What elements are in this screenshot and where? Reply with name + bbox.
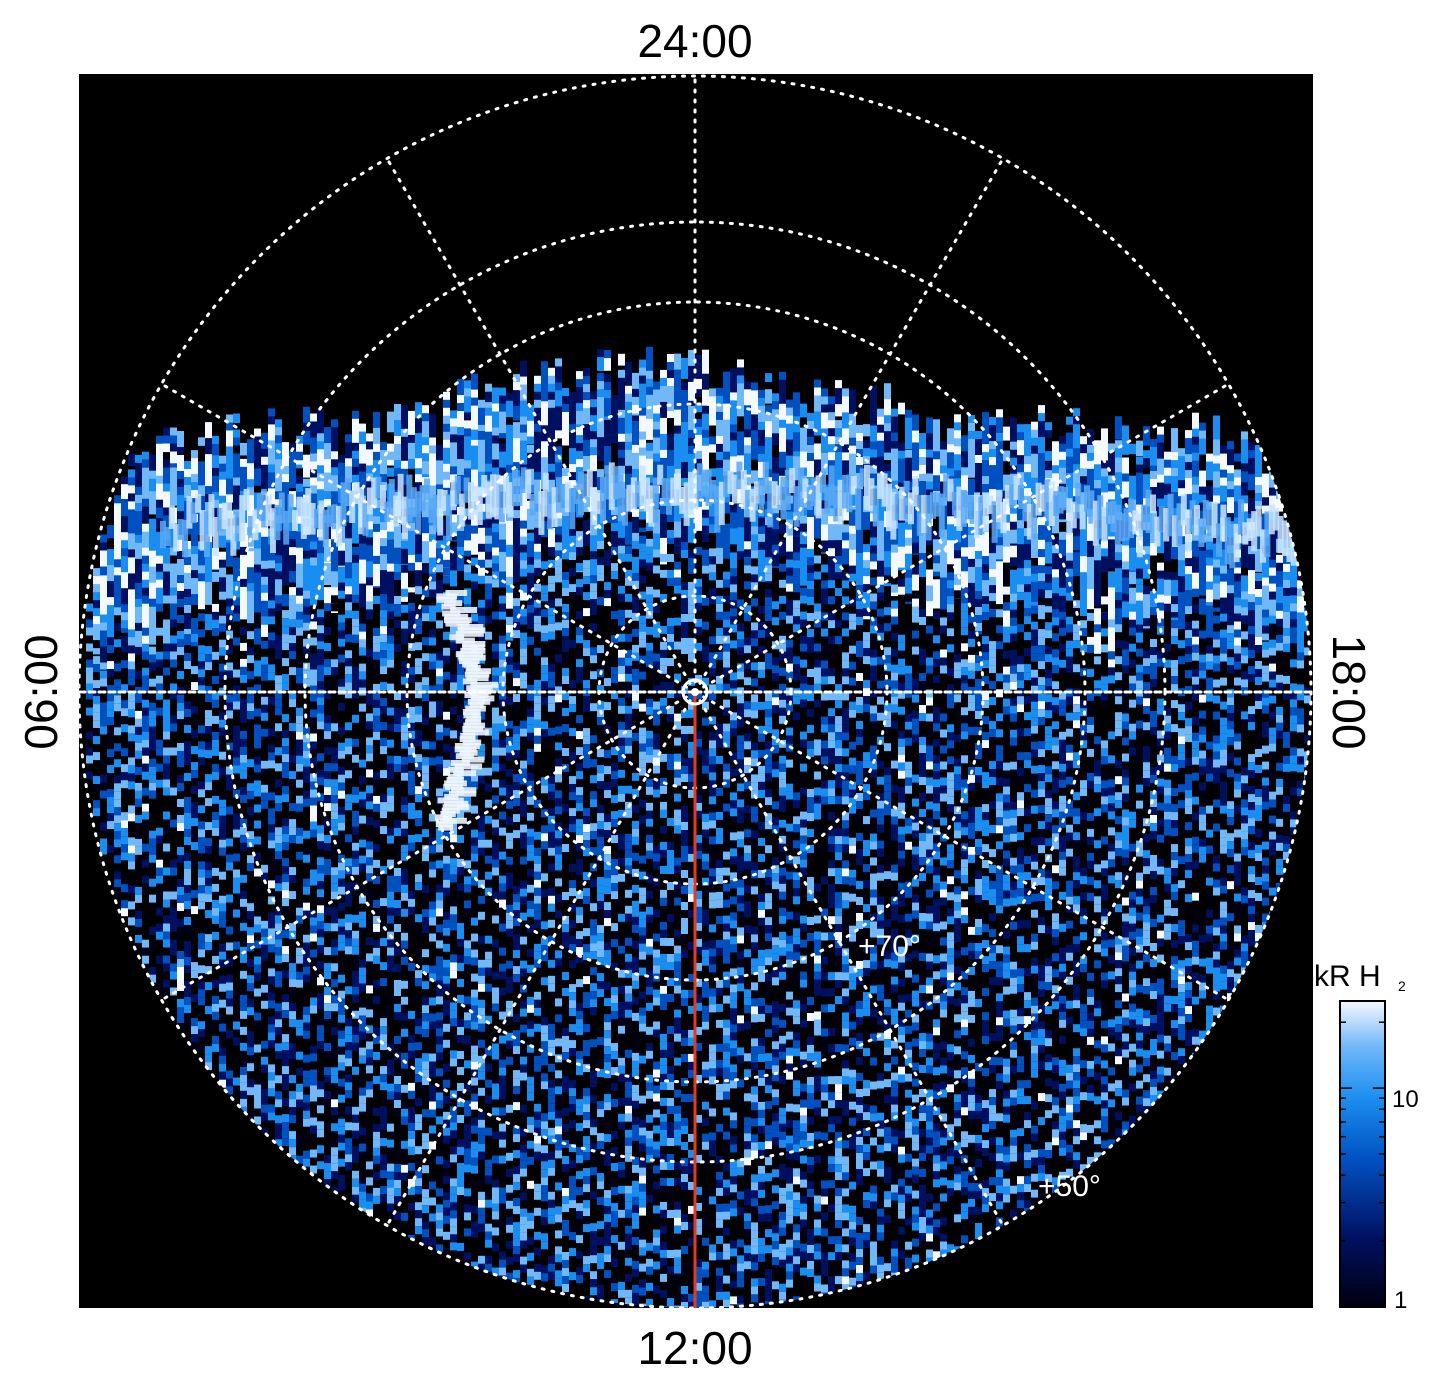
colorbar-tick-1: 1 — [1394, 1287, 1407, 1314]
latitude-label-50: +50° — [1038, 1170, 1101, 1203]
colorbar-title-subscript: 2 — [1398, 978, 1406, 994]
time-label-18: 18:00 — [1323, 634, 1375, 749]
time-label-12: 12:00 — [637, 1322, 752, 1374]
colorbar-ticks — [1340, 1021, 1385, 1242]
colorbar-tick-10: 10 — [1392, 1086, 1419, 1113]
colorbar-gradient — [1339, 1000, 1386, 1308]
latitude-label-70: +70° — [858, 930, 921, 963]
colorbar-title: kR H — [1314, 960, 1381, 993]
pole-marker-icon — [681, 678, 709, 706]
colorbar: kR H 2 10 1 — [1314, 960, 1419, 1314]
time-label-24: 24:00 — [637, 15, 752, 67]
time-label-06: 06:00 — [15, 634, 67, 749]
